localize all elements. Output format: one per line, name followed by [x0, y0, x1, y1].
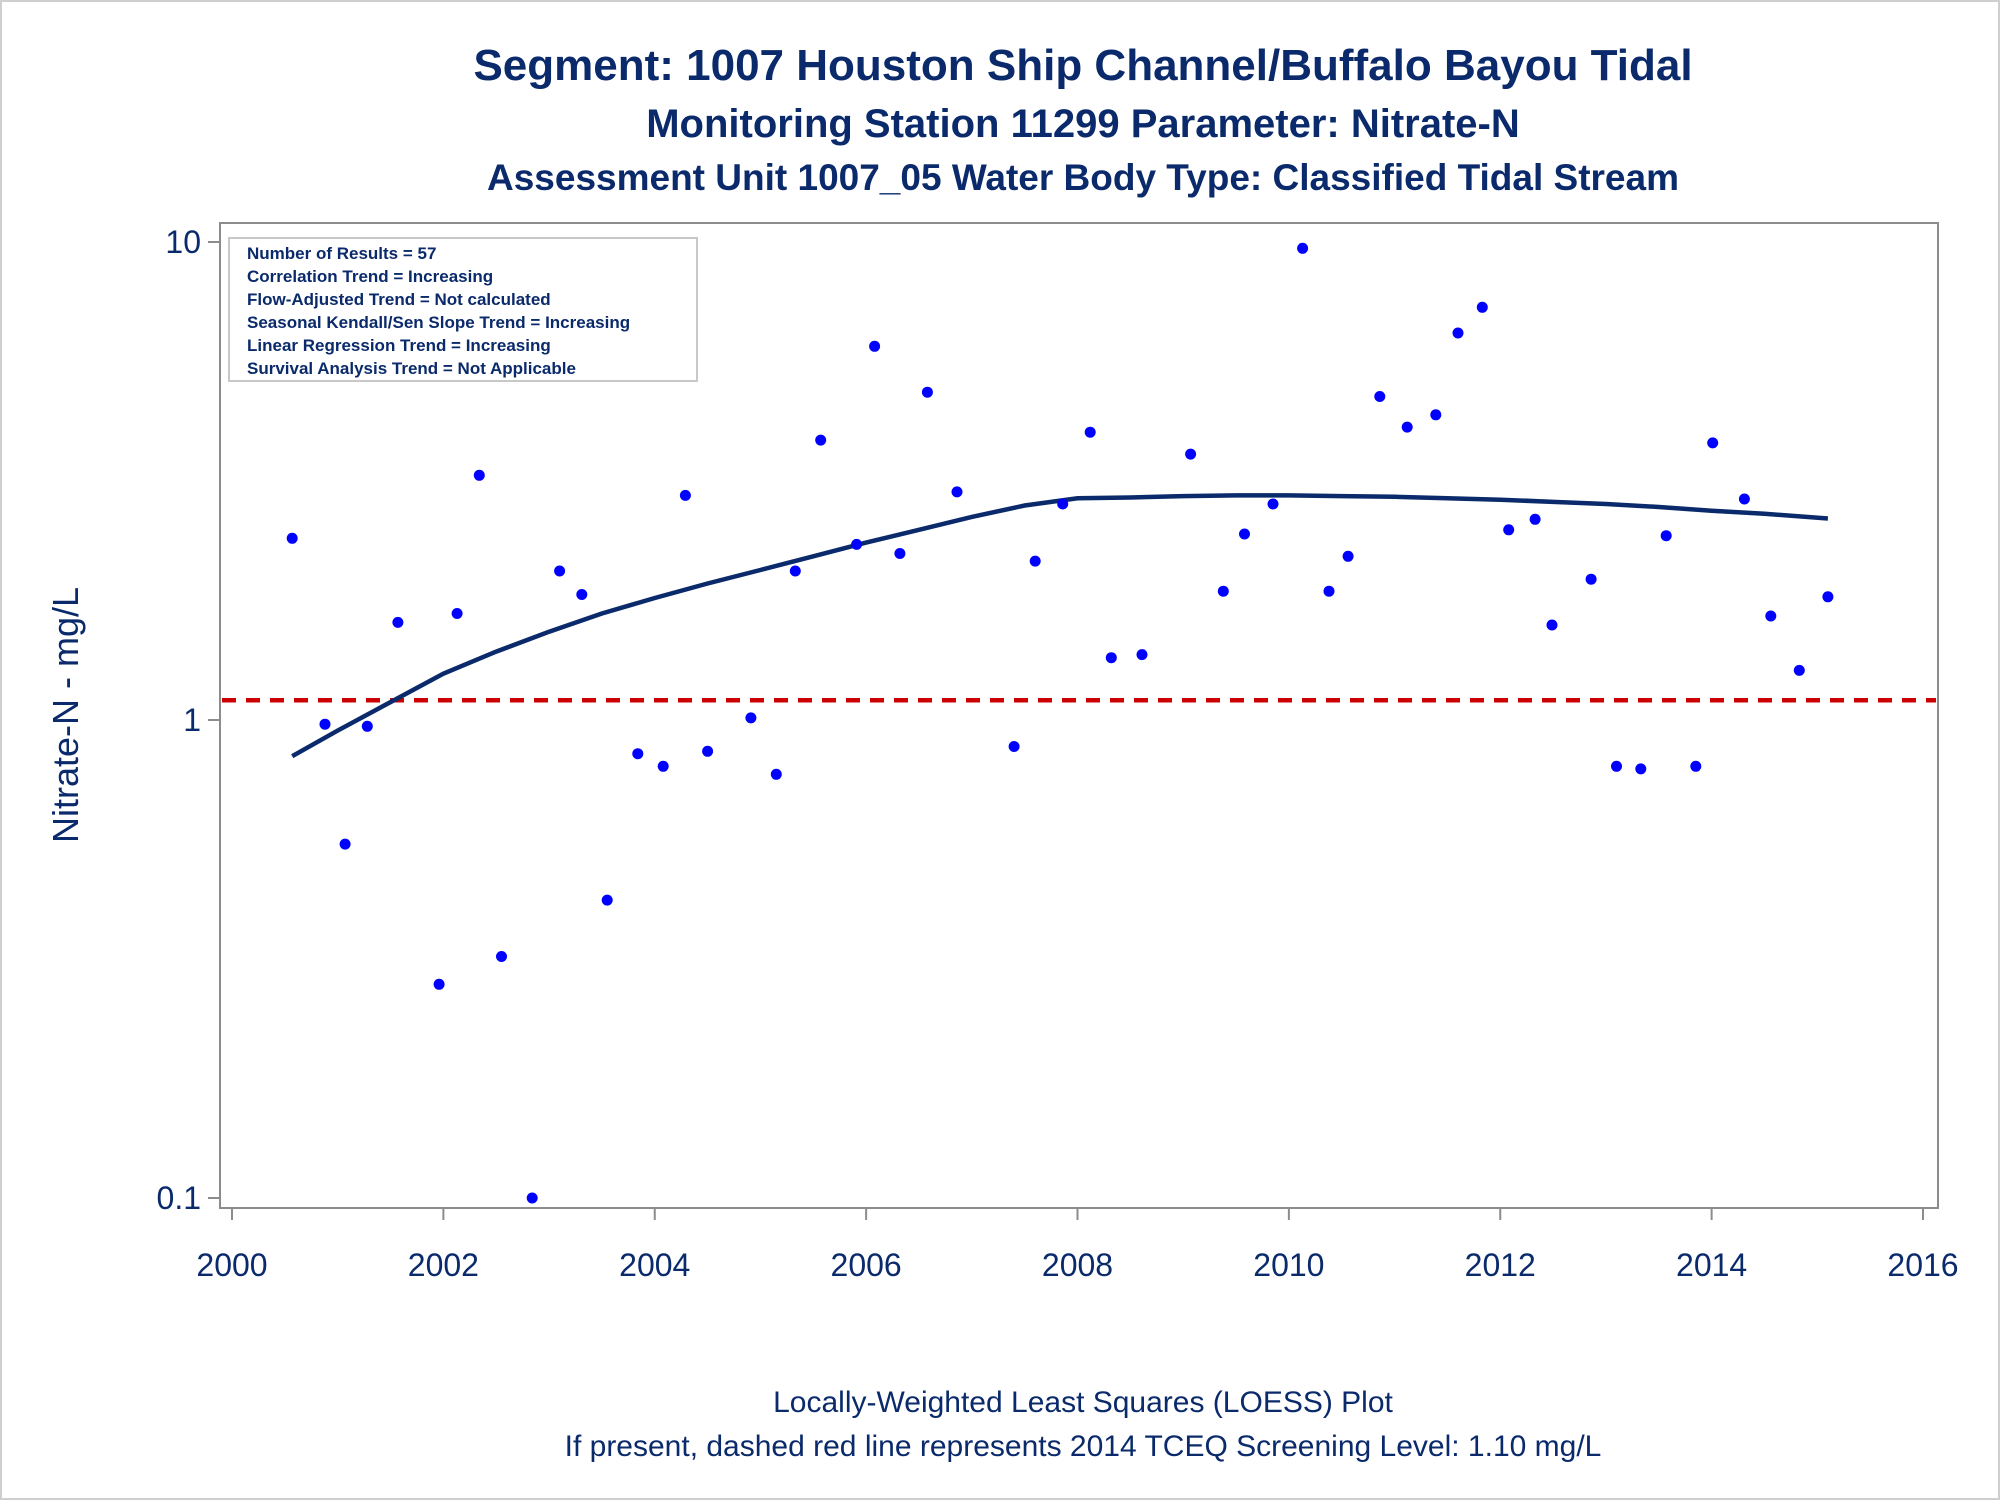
- chart-title: Segment: 1007 Houston Ship Channel/Buffa…: [473, 41, 1692, 90]
- data-point: [1793, 664, 1805, 676]
- stats-line-flow-adjusted: Flow-Adjusted Trend = Not calculated: [247, 290, 551, 309]
- plot-area: [219, 222, 1939, 1209]
- data-point: [554, 565, 566, 577]
- data-point: [1105, 652, 1117, 664]
- data-point: [921, 386, 933, 398]
- data-point: [1057, 498, 1069, 510]
- data-point: [496, 951, 507, 962]
- data-point: [815, 434, 827, 446]
- data-point: [1476, 301, 1488, 313]
- x-tick-label: 2016: [1887, 1247, 1958, 1283]
- data-point: [1342, 550, 1354, 562]
- y-tick-label: 10: [165, 224, 201, 260]
- data-point: [1660, 530, 1672, 542]
- data-point: [1217, 585, 1229, 597]
- data-point: [1401, 421, 1413, 433]
- data-point: [869, 340, 881, 352]
- x-tick-label: 2006: [831, 1247, 902, 1283]
- data-point: [1452, 327, 1464, 339]
- x-tick-label: 2012: [1465, 1247, 1536, 1283]
- footnote-screening: If present, dashed red line represents 2…: [565, 1430, 1602, 1463]
- data-point: [679, 489, 691, 501]
- x-tick-label: 2010: [1253, 1247, 1324, 1283]
- data-point: [1635, 763, 1647, 775]
- data-point: [601, 894, 613, 906]
- data-points: [286, 242, 1834, 1204]
- data-point: [951, 486, 963, 498]
- y-tick-label: 0.1: [157, 1180, 201, 1216]
- data-point: [1136, 649, 1148, 661]
- x-tick-label: 2002: [408, 1247, 479, 1283]
- stats-line-results: Number of Results = 57: [247, 244, 436, 263]
- data-point: [1546, 619, 1558, 631]
- data-point: [1374, 391, 1386, 402]
- data-point: [1503, 524, 1515, 536]
- data-point: [1822, 591, 1834, 603]
- data-point: [1611, 760, 1622, 772]
- loess-curve: [291, 493, 1829, 759]
- data-point: [1084, 426, 1096, 438]
- y-tick-label: 1: [183, 702, 201, 738]
- data-point: [702, 745, 714, 757]
- stats-line-linear-regression: Linear Regression Trend = Increasing: [247, 336, 551, 355]
- data-point: [361, 720, 373, 732]
- data-point: [319, 718, 331, 730]
- data-point: [1029, 555, 1041, 567]
- data-point: [1765, 610, 1777, 622]
- x-tick-label: 2000: [196, 1247, 267, 1283]
- data-point: [1323, 585, 1335, 597]
- data-point: [1690, 760, 1702, 772]
- data-point: [473, 469, 485, 481]
- x-tick-label: 2014: [1676, 1247, 1747, 1283]
- data-point: [339, 838, 351, 850]
- data-point: [451, 608, 463, 619]
- data-point: [1430, 409, 1442, 421]
- data-point: [1267, 498, 1279, 510]
- chart-subtitle-assessment: Assessment Unit 1007_05 Water Body Type:…: [487, 157, 1679, 198]
- data-point: [1008, 741, 1020, 752]
- data-point: [433, 978, 445, 990]
- data-point: [1707, 437, 1719, 449]
- stats-line-correlation: Correlation Trend = Increasing: [247, 267, 493, 286]
- data-point: [1297, 242, 1309, 254]
- data-point: [1738, 493, 1750, 505]
- data-point: [1585, 573, 1597, 585]
- data-point: [1529, 513, 1541, 525]
- data-point: [1185, 448, 1197, 460]
- data-point: [851, 538, 863, 550]
- footnote-loess: Locally-Weighted Least Squares (LOESS) P…: [773, 1386, 1393, 1419]
- data-point: [632, 748, 644, 760]
- y-axis-label: Nitrate-N - mg/L: [45, 587, 86, 843]
- data-point: [286, 532, 298, 544]
- stats-box: [228, 237, 698, 382]
- x-tick-label: 2008: [1042, 1247, 1113, 1283]
- data-point: [1239, 528, 1250, 540]
- data-point: [745, 712, 757, 724]
- x-tick-label: 2004: [619, 1247, 690, 1283]
- data-point: [789, 565, 801, 577]
- x-axis: 2000 2002 2004 2006 2008 2010 2012 2014 2016: [196, 1208, 1959, 1283]
- data-point: [770, 768, 782, 780]
- stats-line-survival: Survival Analysis Trend = Not Applicable: [247, 359, 576, 378]
- chart-subtitle-station: Monitoring Station 11299 Parameter: Nitr…: [646, 102, 1520, 146]
- y-axis: 0.1 1 10: [157, 224, 220, 1216]
- data-point: [894, 548, 906, 559]
- data-point: [526, 1192, 538, 1204]
- data-point: [657, 760, 669, 772]
- stats-line-seasonal-kendall: Seasonal Kendall/Sen Slope Trend = Incre…: [247, 313, 630, 332]
- data-point: [576, 589, 588, 600]
- data-point: [392, 616, 404, 628]
